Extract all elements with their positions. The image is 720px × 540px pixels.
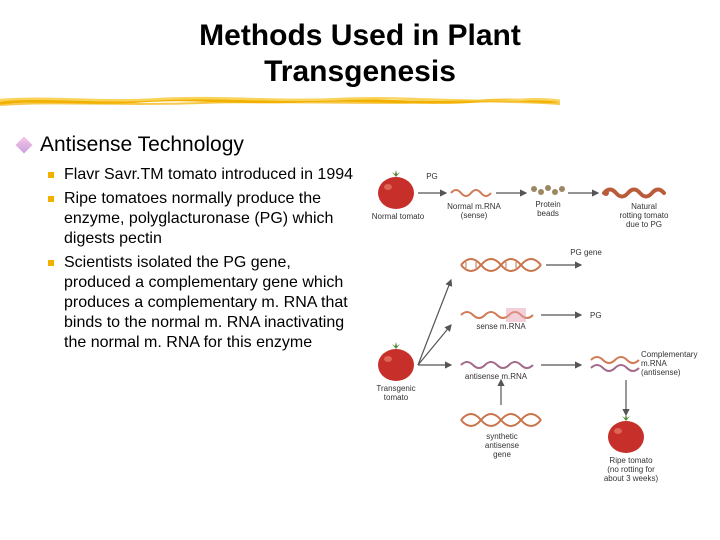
ripe-tomato-icon (608, 414, 644, 453)
label-transgenic: Transgenic tomato (366, 385, 426, 403)
label-protein-beads: Protein beads (524, 201, 572, 219)
label-antisense-mrna: antisense m.RNA (456, 373, 536, 382)
bullet-text: Ripe tomatoes normally produce the enzym… (64, 189, 358, 249)
list-item: Ripe tomatoes normally produce the enzym… (48, 189, 358, 249)
mrna-sense-icon (451, 190, 491, 196)
content-row: Flavr Savr.TM tomato introduced in 1994 … (0, 165, 720, 500)
complementary-mrna-icon (591, 357, 639, 371)
title-line-2: Transgenesis (264, 55, 456, 88)
label-normal-mrna: Normal m.RNA (sense) (444, 203, 504, 221)
label-ripe: Ripe tomato (no rotting for about 3 week… (591, 457, 671, 483)
rotting-tomato-icon (603, 190, 664, 197)
bullet-text: Flavr Savr.TM tomato introduced in 1994 (64, 165, 353, 185)
label-rotting: Natural rotting tomato due to PG (604, 203, 684, 229)
subheading-row: Antisense Technology (18, 133, 720, 157)
label-normal-tomato: Normal tomato (368, 213, 428, 222)
label-complementary: Complementary m.RNA (antisense) (641, 351, 711, 377)
title-underline (0, 96, 560, 106)
pg-label-2: PG (590, 311, 602, 320)
list-item: Scientists isolated the PG gene, produce… (48, 253, 358, 353)
label-pg-gene: PG gene (561, 249, 611, 258)
sense-mrna-mid-icon (461, 308, 533, 322)
label-synthetic: synthetic antisense gene (474, 433, 530, 459)
antisense-diagram: PG (366, 165, 696, 500)
label-sense-mrna: sense m.RNA (466, 323, 536, 332)
bullet-text: Scientists isolated the PG gene, produce… (64, 253, 358, 353)
protein-beads-icon (531, 185, 565, 195)
bullet-dot-icon (48, 260, 54, 266)
transgenic-tomato-icon (378, 342, 414, 381)
pg-label: PG (426, 172, 438, 181)
slide-title: Methods Used in Plant Transgenesis (0, 0, 720, 90)
subheading: Antisense Technology (40, 133, 244, 157)
diamond-bullet-icon (16, 137, 33, 154)
bullet-dot-icon (48, 196, 54, 202)
synthetic-gene-icon (461, 414, 541, 426)
normal-tomato-icon (378, 170, 414, 209)
pg-gene-icon (461, 259, 541, 271)
bullet-list: Flavr Savr.TM tomato introduced in 1994 … (48, 165, 358, 500)
bullet-dot-icon (48, 172, 54, 178)
list-item: Flavr Savr.TM tomato introduced in 1994 (48, 165, 358, 185)
title-line-1: Methods Used in Plant (199, 19, 521, 52)
antisense-mrna-icon (461, 362, 533, 368)
